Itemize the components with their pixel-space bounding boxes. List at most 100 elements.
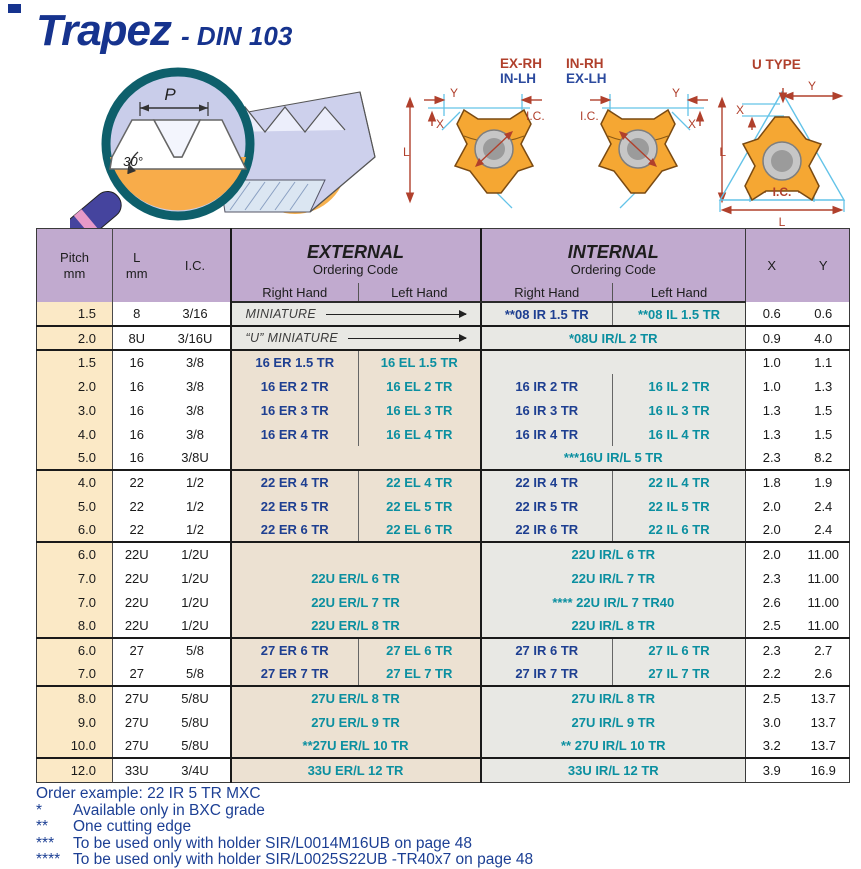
table-cell: 1.5 xyxy=(797,398,850,422)
insert-diagram-ex-rh: L Y X I.C. xyxy=(403,86,545,209)
table-cell: 16 ER 1.5 TR xyxy=(230,349,359,374)
page-corner-mark xyxy=(8,4,21,13)
table-cell: 27 IL 6 TR xyxy=(612,637,746,662)
table-cell: 16.9 xyxy=(797,757,850,782)
table-cell: 2.0 xyxy=(745,541,798,566)
table-cell: 11.00 xyxy=(797,614,850,638)
diagram2-title-line2: EX-LH xyxy=(566,71,607,86)
table-cell: 16 xyxy=(112,374,161,398)
page-title: Trapez - DIN 103 xyxy=(36,6,292,56)
diagram3-title: U TYPE xyxy=(752,57,801,72)
page-title-sub: - DIN 103 xyxy=(181,21,293,51)
table-cell: 3/8 xyxy=(160,422,232,446)
diagram3-l-label: L xyxy=(779,215,786,229)
diagram1-title: EX-RH IN-LH xyxy=(500,56,542,86)
right-arrow-icon xyxy=(348,334,467,342)
table-cell: 27 IL 7 TR xyxy=(612,662,746,686)
header-external: EXTERNAL Ordering Code xyxy=(230,228,481,283)
table-cell: 2.0 xyxy=(745,494,798,518)
table-cell: 3/8 xyxy=(160,349,232,374)
footnotes: Order example: 22 IR 5 TR MXC * Available … xyxy=(36,785,534,869)
table-cell: 1.0 xyxy=(745,374,798,398)
table-cell: 22 IR 5 TR xyxy=(479,494,613,518)
p-dimension-label: P xyxy=(164,85,176,104)
table-cell: 13.7 xyxy=(797,710,850,734)
table-cell: 7.0 xyxy=(36,662,113,686)
table-cell: 22 ER 4 TR xyxy=(230,469,359,494)
table-cell: 13.7 xyxy=(797,734,850,758)
table-cell: 2.5 xyxy=(745,614,798,638)
header-internal: INTERNAL Ordering Code xyxy=(479,228,746,283)
table-cell: 22 ER 5 TR xyxy=(230,494,359,518)
table-cell: 27U ER/L 9 TR xyxy=(230,710,481,734)
table-cell: 16 EL 4 TR xyxy=(357,422,481,446)
diagram2-title-line1: IN-RH xyxy=(566,56,604,71)
footnote-line: Order example: 22 IR 5 TR MXC xyxy=(36,785,261,802)
table-cell: 0.6 xyxy=(745,302,798,326)
diagram2-x-label: X xyxy=(688,117,696,131)
table-cell: 1/2 xyxy=(160,518,232,542)
table-cell xyxy=(230,541,481,566)
table-cell: 1/2U xyxy=(160,590,232,614)
table-cell: 1.3 xyxy=(745,422,798,446)
table-cell: 22 IL 4 TR xyxy=(612,469,746,494)
table-cell: 22 xyxy=(112,494,161,518)
table-row: 4.0 22 1/2 22 ER 4 TR 22 EL 4 TR 22 IR 4 TR 22… xyxy=(36,469,850,494)
table-cell: 2.2 xyxy=(745,662,798,686)
table-cell: 5/8U xyxy=(160,685,232,710)
table-cell: 16 IL 4 TR xyxy=(612,422,746,446)
table-cell: 10.0 xyxy=(36,734,113,758)
table-cell: 5.0 xyxy=(36,446,113,470)
table-cell: 27U IR/L 8 TR xyxy=(479,685,746,710)
table-cell: 3/4U xyxy=(160,757,232,782)
footnote-line: **** To be used only with holder SIR/L002… xyxy=(36,851,534,868)
table-cell: 22 EL 6 TR xyxy=(357,518,481,542)
diagram3-x-label: X xyxy=(736,103,744,117)
table-cell: 22U ER/L 6 TR xyxy=(230,566,481,590)
table-cell: 16 EL 3 TR xyxy=(357,398,481,422)
table-cell: *08U IR/L 2 TR xyxy=(479,325,746,350)
table-cell: 6.0 xyxy=(36,518,113,542)
table-cell: 4.0 xyxy=(36,422,113,446)
table-cell: 1.3 xyxy=(745,398,798,422)
diagram1-title-line2: IN-LH xyxy=(500,71,536,86)
magnifier-illustration: P 30° xyxy=(70,67,376,228)
table-cell: 4.0 xyxy=(36,469,113,494)
diagram1-l-label: L xyxy=(403,145,410,159)
table-cell: 27 xyxy=(112,662,161,686)
table-cell: 0.6 xyxy=(797,302,850,326)
table-cell: MINIATURE xyxy=(230,302,481,326)
table-cell: 2.6 xyxy=(745,590,798,614)
header-int-left-hand: Left Hand xyxy=(612,283,746,303)
table-cell: 1/2 xyxy=(160,494,232,518)
table-cell: 8.0 xyxy=(36,685,113,710)
table-cell: 4.0 xyxy=(797,325,850,350)
table-cell: 5/8 xyxy=(160,662,232,686)
table-cell: 22U ER/L 7 TR xyxy=(230,590,481,614)
table-cell: 2.3 xyxy=(745,637,798,662)
table-cell: 9.0 xyxy=(36,710,113,734)
table-cell: 8.2 xyxy=(797,446,850,470)
table-cell: 2.0 xyxy=(36,325,113,350)
table-cell: 16 IR 2 TR xyxy=(479,374,613,398)
table-cell: 22U IR/L 7 TR xyxy=(479,566,746,590)
table-cell: 16 ER 3 TR xyxy=(230,398,359,422)
table-cell: 1.5 xyxy=(797,422,850,446)
table-cell: 2.3 xyxy=(745,446,798,470)
table-cell: 16 ER 4 TR xyxy=(230,422,359,446)
table-cell: 5.0 xyxy=(36,494,113,518)
diagram1-y-label: Y xyxy=(450,86,458,100)
table-row: 5.0 22 1/2 22 ER 5 TR 22 EL 5 TR 22 IR 5 TR 22… xyxy=(36,494,850,518)
table-row: 8.0 22U 1/2U 22U ER/L 8 TR 22U IR/L 8 TR 2.5 1… xyxy=(36,614,850,638)
table-cell: 2.0 xyxy=(36,374,113,398)
table-cell: 16 IL 3 TR xyxy=(612,398,746,422)
table-cell: 27 ER 7 TR xyxy=(230,662,359,686)
thread-block xyxy=(219,91,376,213)
table-cell: 33U IR/L 12 TR xyxy=(479,757,746,782)
table-cell: 5/8 xyxy=(160,637,232,662)
diagram3-ic-label: I.C. xyxy=(773,185,792,199)
table-cell: 27U xyxy=(112,685,161,710)
table-cell: 27 ER 6 TR xyxy=(230,637,359,662)
